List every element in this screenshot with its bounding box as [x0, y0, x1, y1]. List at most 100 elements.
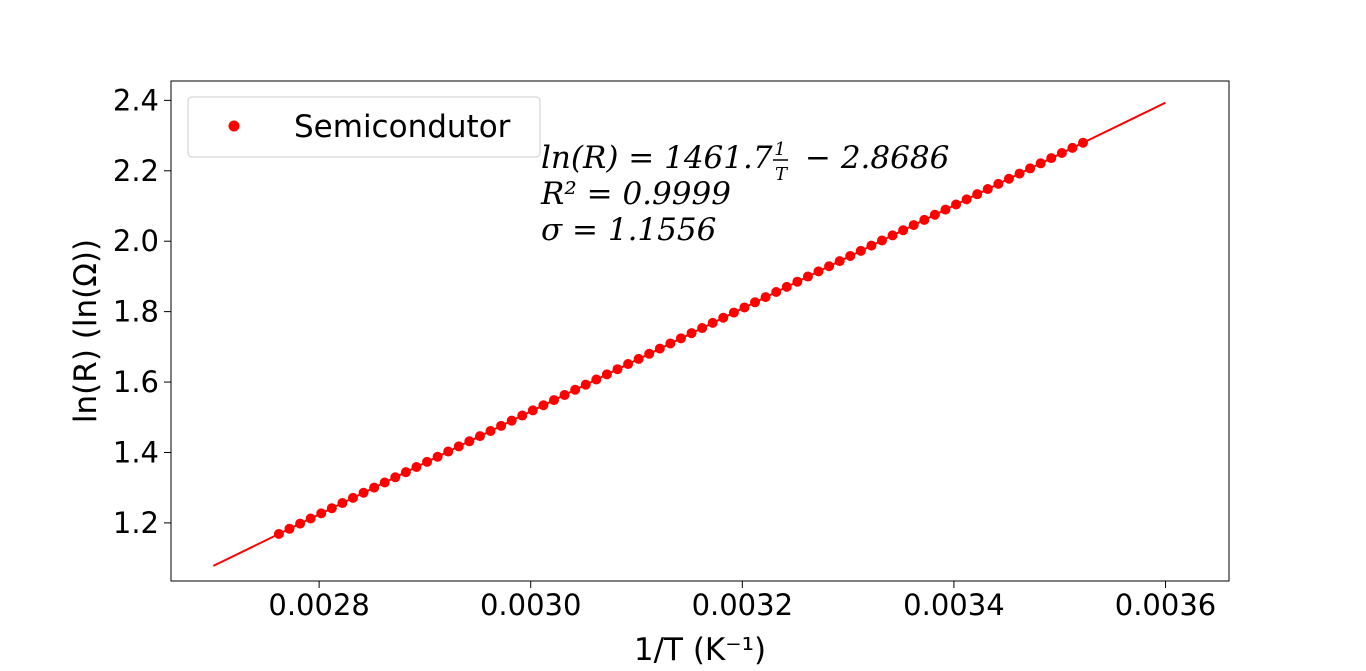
data-point	[1003, 173, 1014, 184]
data-point	[527, 405, 538, 416]
data-point	[972, 189, 983, 200]
data-point	[887, 230, 898, 241]
data-point	[358, 487, 369, 498]
y-tick-label: 1.2	[113, 506, 159, 540]
legend-marker	[228, 120, 240, 132]
data-point	[633, 353, 644, 364]
data-point	[570, 384, 581, 395]
data-point	[707, 317, 718, 328]
x-tick-label: 0.0034	[903, 588, 1004, 622]
data-point	[654, 343, 665, 354]
x-tick-label: 0.0028	[268, 588, 369, 622]
y-tick-label: 1.6	[113, 365, 159, 399]
data-point	[284, 523, 295, 534]
data-point	[898, 225, 909, 236]
data-point	[760, 292, 771, 303]
data-point	[612, 364, 623, 375]
data-point	[305, 513, 316, 524]
data-point	[485, 426, 496, 436]
data-point	[750, 297, 761, 308]
data-point	[876, 235, 887, 246]
data-point	[517, 410, 528, 421]
data-point	[771, 286, 782, 297]
data-point	[940, 204, 951, 215]
data-point	[1035, 158, 1046, 169]
data-point	[432, 451, 443, 462]
data-point	[802, 271, 813, 282]
data-point	[623, 359, 634, 370]
data-point	[1078, 137, 1088, 148]
data-point	[1014, 168, 1025, 179]
data-point	[601, 369, 612, 380]
fit-equation-rhs: − 2.8686	[805, 140, 949, 176]
axes-frame	[170, 80, 1230, 582]
data-point	[686, 328, 697, 339]
x-tick-label: 0.0036	[1115, 588, 1216, 622]
data-point	[559, 389, 570, 400]
data-point	[400, 467, 411, 478]
data-point	[665, 338, 676, 349]
y-tick-label: 2.4	[113, 83, 159, 117]
data-point	[591, 374, 602, 385]
x-axis-ticks: 0.0028 0.0030 0.0032 0.0034 0.0036	[268, 581, 1216, 622]
legend-label: Semicondutor	[294, 109, 511, 145]
y-axis-label: ln(R) (ln(Ω))	[68, 239, 104, 423]
fit-equation-fraction-denominator: T	[775, 164, 789, 185]
data-point	[718, 312, 729, 323]
data-point	[326, 503, 337, 514]
data-point	[273, 528, 284, 539]
data-point	[347, 492, 358, 503]
data-point	[919, 214, 930, 225]
data-point	[464, 436, 475, 447]
legend: Semicondutor	[187, 96, 541, 158]
data-point	[316, 508, 327, 519]
y-tick-label: 1.4	[113, 435, 159, 469]
data-point	[506, 415, 517, 426]
data-point	[379, 477, 390, 488]
y-tick-label: 2.0	[113, 224, 159, 258]
data-point	[855, 245, 866, 256]
fit-annotation: ln(R) = 1461.7 1 T − 2.8686 R² = 0.9999 …	[540, 139, 949, 248]
fit-r-squared: R² = 0.9999	[540, 176, 731, 212]
y-tick-label: 1.8	[113, 295, 159, 329]
data-point	[295, 518, 306, 529]
data-points-layer	[273, 137, 1088, 539]
data-point	[496, 420, 507, 431]
data-point	[834, 256, 845, 267]
fit-equation-lhs: ln(R) = 1461.7	[541, 140, 773, 176]
data-point	[792, 276, 803, 287]
data-point	[549, 395, 559, 406]
data-point	[474, 431, 485, 442]
data-point	[443, 446, 454, 457]
y-axis-ticks: 1.2 1.4 1.6 1.8 2.0 2.2 2.4	[113, 83, 171, 540]
fit-equation-fraction-numerator: 1	[774, 139, 785, 160]
x-tick-label: 0.0032	[692, 588, 793, 622]
data-point	[929, 209, 940, 220]
data-point	[337, 498, 348, 509]
data-point	[866, 240, 877, 251]
data-point	[1056, 148, 1067, 159]
y-tick-label: 2.2	[113, 154, 159, 188]
data-point	[453, 441, 464, 452]
legend-box	[187, 96, 541, 158]
x-tick-label: 0.0030	[480, 588, 581, 622]
data-point	[1067, 142, 1078, 153]
data-point	[1025, 163, 1036, 174]
data-point	[411, 462, 422, 473]
data-point	[813, 266, 824, 277]
data-point	[580, 379, 591, 390]
data-point	[644, 348, 655, 359]
data-point	[781, 281, 792, 292]
data-point	[908, 220, 919, 231]
data-point	[961, 194, 972, 205]
data-point	[739, 302, 750, 313]
data-point	[697, 323, 708, 334]
data-point	[675, 333, 686, 344]
data-point	[728, 307, 739, 318]
x-axis-label: 1/T (K⁻¹)	[634, 632, 766, 668]
data-point	[1046, 153, 1057, 164]
data-point	[369, 482, 380, 493]
data-point	[982, 184, 993, 195]
data-point	[845, 250, 856, 261]
